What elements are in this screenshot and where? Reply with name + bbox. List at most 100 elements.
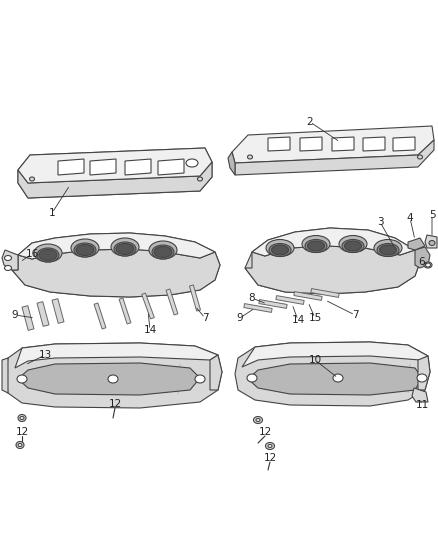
Text: 9: 9 <box>12 310 18 320</box>
Polygon shape <box>125 159 151 175</box>
Polygon shape <box>2 250 18 270</box>
Text: 14: 14 <box>143 325 157 335</box>
Ellipse shape <box>29 177 35 181</box>
Ellipse shape <box>417 374 427 382</box>
Text: 2: 2 <box>307 117 313 127</box>
Polygon shape <box>248 363 422 395</box>
Text: 8: 8 <box>249 293 255 303</box>
Ellipse shape <box>307 241 325 251</box>
Polygon shape <box>18 162 212 198</box>
Ellipse shape <box>379 245 396 255</box>
Ellipse shape <box>17 375 27 383</box>
Ellipse shape <box>417 155 423 159</box>
Text: 9: 9 <box>237 313 244 323</box>
Ellipse shape <box>333 374 343 382</box>
Polygon shape <box>18 148 212 183</box>
Text: 4: 4 <box>407 213 413 223</box>
Ellipse shape <box>186 159 198 167</box>
Polygon shape <box>94 303 106 329</box>
Ellipse shape <box>339 236 367 253</box>
Ellipse shape <box>256 418 260 422</box>
Polygon shape <box>166 289 178 315</box>
Polygon shape <box>52 298 64 324</box>
Ellipse shape <box>4 255 11 261</box>
Text: 10: 10 <box>308 355 321 365</box>
Polygon shape <box>393 137 415 151</box>
Polygon shape <box>141 293 154 319</box>
Polygon shape <box>245 246 420 294</box>
Ellipse shape <box>18 443 22 447</box>
Ellipse shape <box>377 244 399 256</box>
Text: 1: 1 <box>49 208 55 218</box>
Ellipse shape <box>152 245 174 259</box>
Polygon shape <box>190 285 201 311</box>
Polygon shape <box>232 126 434 163</box>
Polygon shape <box>12 233 220 297</box>
Ellipse shape <box>34 244 62 262</box>
Polygon shape <box>158 159 184 175</box>
Polygon shape <box>408 238 425 250</box>
Ellipse shape <box>305 239 327 253</box>
Polygon shape <box>18 363 200 395</box>
Text: 5: 5 <box>429 210 435 220</box>
Ellipse shape <box>71 239 99 257</box>
Ellipse shape <box>424 262 432 268</box>
Text: 12: 12 <box>263 453 277 463</box>
Text: 7: 7 <box>201 313 208 323</box>
Ellipse shape <box>195 375 205 383</box>
Polygon shape <box>244 304 272 312</box>
Ellipse shape <box>254 416 262 424</box>
Text: 3: 3 <box>377 217 383 227</box>
Ellipse shape <box>18 415 26 422</box>
Ellipse shape <box>247 155 252 159</box>
Ellipse shape <box>108 375 118 383</box>
Polygon shape <box>311 288 339 297</box>
Ellipse shape <box>4 265 11 271</box>
Text: 14: 14 <box>291 315 304 325</box>
Ellipse shape <box>268 445 272 448</box>
Ellipse shape <box>342 239 364 253</box>
Polygon shape <box>22 305 34 330</box>
Polygon shape <box>363 137 385 151</box>
Ellipse shape <box>20 416 24 419</box>
Text: 7: 7 <box>352 310 358 320</box>
Polygon shape <box>2 358 8 393</box>
Polygon shape <box>58 159 84 175</box>
Polygon shape <box>294 292 322 301</box>
Ellipse shape <box>111 238 139 256</box>
Polygon shape <box>18 233 215 259</box>
Polygon shape <box>90 159 116 175</box>
Polygon shape <box>415 247 430 268</box>
Ellipse shape <box>74 243 96 257</box>
Polygon shape <box>235 342 430 406</box>
Ellipse shape <box>247 374 257 382</box>
Polygon shape <box>210 355 222 390</box>
Polygon shape <box>5 343 222 408</box>
Text: 12: 12 <box>15 427 28 437</box>
Ellipse shape <box>39 249 57 261</box>
Text: 13: 13 <box>39 350 52 360</box>
Polygon shape <box>242 342 428 367</box>
Ellipse shape <box>76 245 94 255</box>
Polygon shape <box>252 228 415 256</box>
Ellipse shape <box>114 242 136 256</box>
Polygon shape <box>228 152 235 175</box>
Text: 6: 6 <box>419 257 425 267</box>
Ellipse shape <box>269 244 291 256</box>
Ellipse shape <box>116 244 134 254</box>
Polygon shape <box>15 343 218 368</box>
Text: 11: 11 <box>415 400 429 410</box>
Ellipse shape <box>374 239 402 256</box>
Polygon shape <box>268 137 290 151</box>
Ellipse shape <box>266 239 294 256</box>
Text: 16: 16 <box>25 249 39 259</box>
Polygon shape <box>18 148 212 198</box>
Ellipse shape <box>345 241 361 251</box>
Ellipse shape <box>149 241 177 259</box>
Text: 15: 15 <box>308 313 321 323</box>
Text: 12: 12 <box>108 399 122 409</box>
Polygon shape <box>276 296 304 304</box>
Polygon shape <box>37 302 49 326</box>
Polygon shape <box>425 235 437 248</box>
Ellipse shape <box>302 236 330 253</box>
